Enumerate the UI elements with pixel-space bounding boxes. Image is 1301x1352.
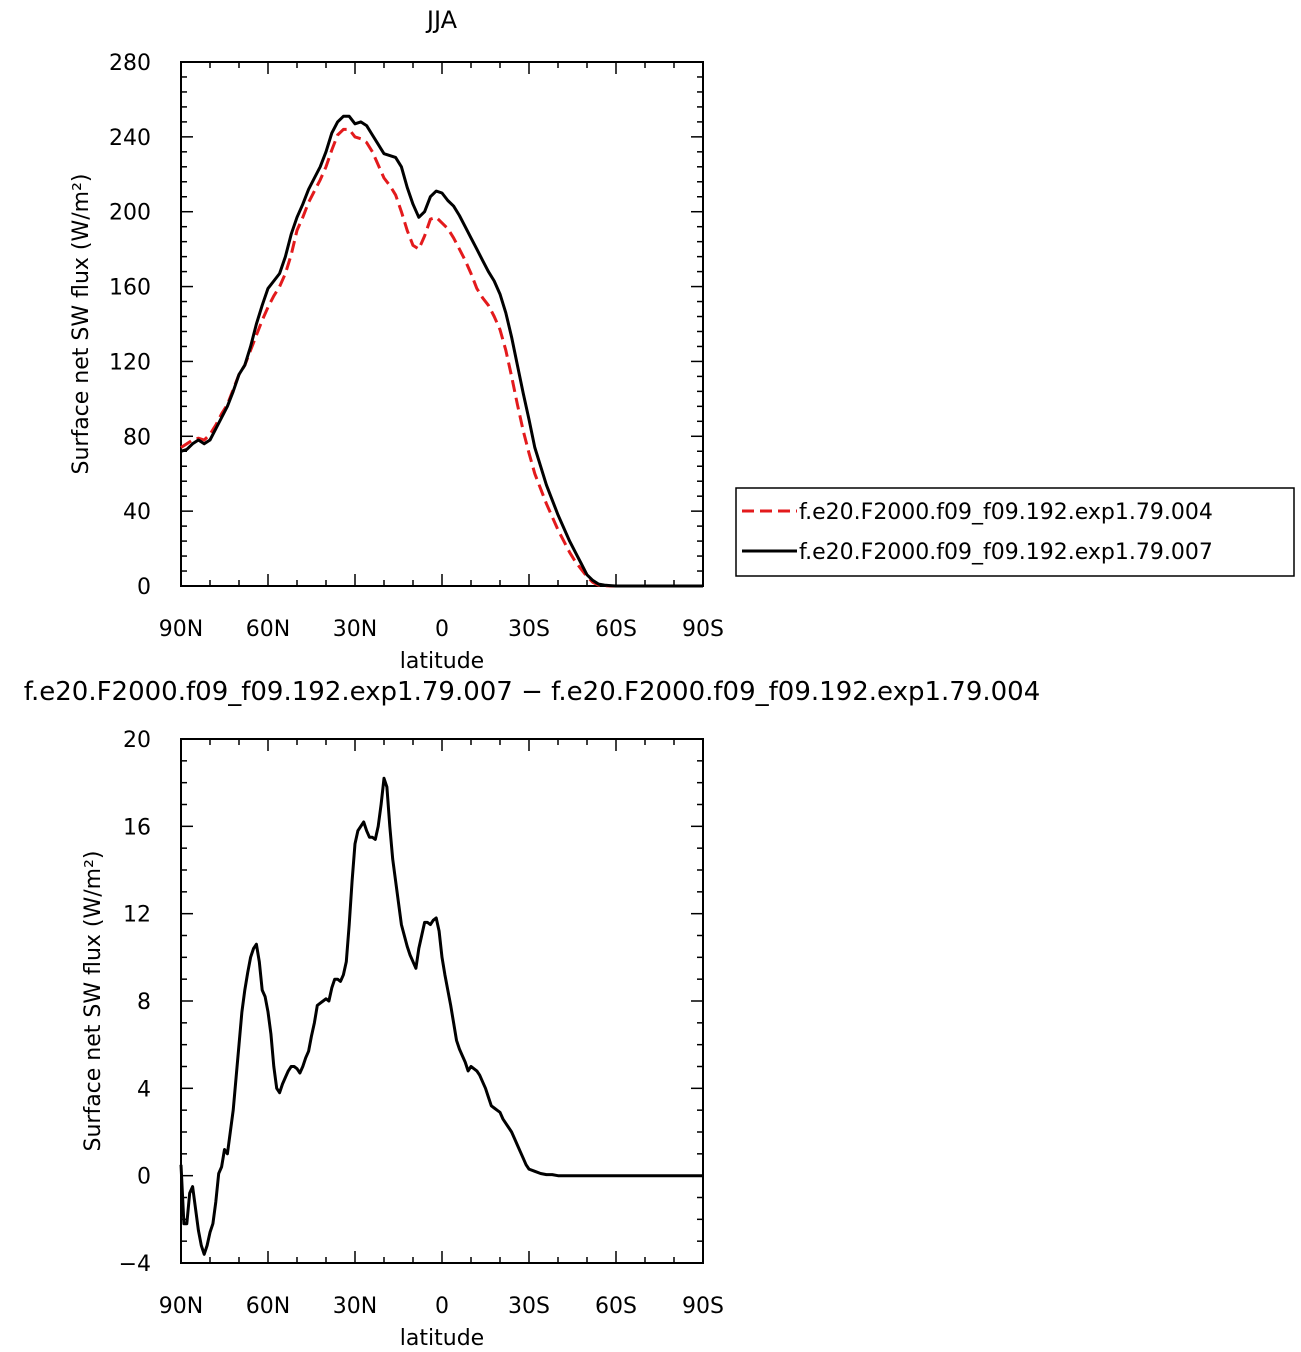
y-tick-label: 12 — [123, 903, 151, 928]
y-tick-label: 16 — [123, 815, 151, 840]
legend-entry-label: f.e20.F2000.f09_f09.192.exp1.79.007 — [799, 540, 1213, 565]
x-tick-label: 90S — [682, 1294, 724, 1319]
x-tick-label: 0 — [435, 1294, 449, 1319]
x-axis-label: latitude — [400, 1326, 484, 1351]
top-panel: 90N 60N 30N 0 30S 60S 90S 0 40 80 120 160 200 240 280 J… — [69, 6, 724, 674]
y-tick-label: 80 — [123, 425, 151, 450]
x-tick-label: 60S — [595, 1294, 637, 1319]
x-tick-label: 60N — [246, 617, 290, 642]
x-tick-label: 0 — [435, 617, 449, 642]
y-tick-label: −4 — [119, 1252, 151, 1277]
legend: f.e20.F2000.f09_f09.192.exp1.79.004 f.e20… — [735, 487, 1295, 577]
x-tick-label: 90N — [159, 617, 203, 642]
x-tick-label: 30S — [508, 617, 550, 642]
x-tick-label: 30S — [508, 1294, 550, 1319]
y-tick-label: 240 — [109, 126, 151, 151]
y-tick-label: 4 — [137, 1077, 151, 1102]
y-tick-label: 0 — [137, 575, 151, 600]
y-tick-label: 8 — [137, 990, 151, 1015]
y-tick-label: 200 — [109, 201, 151, 226]
x-tick-label: 90S — [682, 617, 724, 642]
y-tick-label: 40 — [123, 500, 151, 525]
y-axis-label: Surface net SW flux (W/m²) — [81, 850, 106, 1151]
x-tick-label: 60N — [246, 1294, 290, 1319]
y-tick-label: 160 — [109, 276, 151, 301]
chart-title: JJA — [425, 6, 458, 34]
x-tick-label: 90N — [159, 1294, 203, 1319]
series-line-1 — [180, 127, 703, 588]
series-line-1 — [179, 776, 703, 1256]
plot-frame — [180, 738, 704, 1264]
bottom-panel: 90N 60N 30N 0 30S 60S 90S −4 0 4 8 12 16 20 f.e20.F200… — [24, 677, 1041, 1351]
chart-title: f.e20.F2000.f09_f09.192.exp1.79.007 − f.… — [24, 677, 1041, 707]
y-axis-label: Surface net SW flux (W/m²) — [69, 173, 94, 474]
y-tick-label: 0 — [137, 1165, 151, 1190]
legend-entry-label: f.e20.F2000.f09_f09.192.exp1.79.004 — [799, 500, 1213, 525]
y-tick-label: 20 — [123, 728, 151, 753]
x-tick-label: 60S — [595, 617, 637, 642]
x-axis-label: latitude — [400, 649, 484, 674]
y-tick-label: 280 — [109, 51, 151, 76]
y-tick-label: 120 — [109, 350, 151, 375]
legend-box — [735, 487, 1295, 577]
x-tick-label: 30N — [333, 617, 377, 642]
series-line-2 — [180, 114, 703, 588]
x-tick-label: 30N — [333, 1294, 377, 1319]
